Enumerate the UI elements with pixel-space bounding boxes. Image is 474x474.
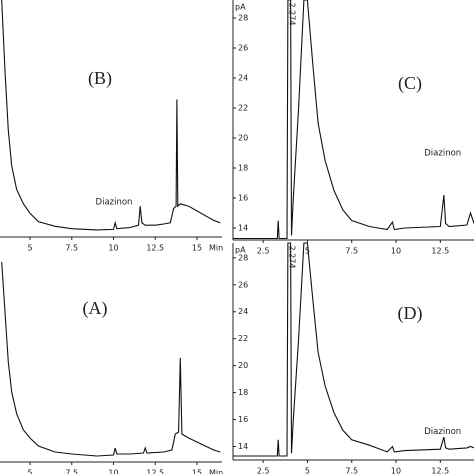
x-tick-label: 10: [391, 467, 401, 474]
x-axis-label: Min: [209, 244, 223, 253]
y-tick-label: 16: [238, 415, 248, 424]
x-axis-label: Min: [209, 469, 223, 474]
x-tick-label: 12.5: [431, 247, 449, 256]
y-tick-label: 22: [238, 104, 248, 113]
x-tick-label: 5: [27, 244, 32, 253]
y-tick-label: 20: [238, 134, 248, 143]
y-tick-label: 16: [238, 194, 248, 203]
retention-time-label: 2.274: [287, 3, 296, 26]
peak-annotation: Diazinon: [424, 148, 461, 158]
x-tick-label: 15: [192, 244, 202, 253]
y-tick-label: 20: [238, 361, 248, 370]
x-tick-label: 12.5: [146, 244, 164, 253]
x-tick-label: 7.5: [345, 247, 358, 256]
x-tick-label: 5: [27, 469, 32, 474]
panel-label: (C): [398, 73, 422, 94]
x-tick-label: 2.5: [257, 247, 270, 256]
y-tick-label: 26: [238, 280, 248, 289]
x-tick-label: 15: [192, 469, 202, 474]
y-tick-label: 14: [238, 224, 248, 233]
y-tick-label: 24: [238, 74, 248, 83]
panel-label: (A): [83, 298, 108, 319]
y-axis-label: pA: [235, 246, 246, 255]
x-tick-label: 7.5: [65, 244, 78, 253]
y-tick-label: 18: [238, 388, 248, 397]
x-tick-label: 7.5: [65, 469, 78, 474]
y-tick-label: 18: [238, 164, 248, 173]
x-tick-label: 10: [108, 244, 118, 253]
chromatogram-trace: [233, 0, 474, 240]
peak-annotation: Diazinon: [424, 427, 461, 437]
y-tick-label: 22: [238, 334, 248, 343]
panel-label: (D): [398, 303, 423, 324]
retention-time-label: 2.274: [287, 246, 296, 269]
y-tick-label: 14: [238, 442, 248, 451]
x-tick-label: 5: [305, 247, 310, 256]
y-axis-label: pA: [235, 3, 246, 12]
chromatogram-trace: [1, 0, 221, 231]
chromatogram-trace: [1, 261, 221, 457]
x-tick-label: 12.5: [431, 467, 449, 474]
x-tick-label: 10: [391, 247, 401, 256]
peak-annotation: Diazinon: [96, 198, 133, 208]
x-tick-label: 5: [305, 467, 310, 474]
x-tick-label: 12.5: [146, 469, 164, 474]
y-tick-label: 26: [238, 44, 248, 53]
y-tick-label: 24: [238, 307, 248, 316]
x-tick-label: 7.5: [345, 467, 358, 474]
chromatogram-trace: [233, 242, 474, 457]
y-tick-label: 28: [238, 253, 248, 262]
y-tick-label: 28: [238, 14, 248, 23]
x-tick-label: 10: [108, 469, 118, 474]
x-tick-label: 2.5: [257, 467, 270, 474]
panel-label: (B): [88, 68, 112, 89]
